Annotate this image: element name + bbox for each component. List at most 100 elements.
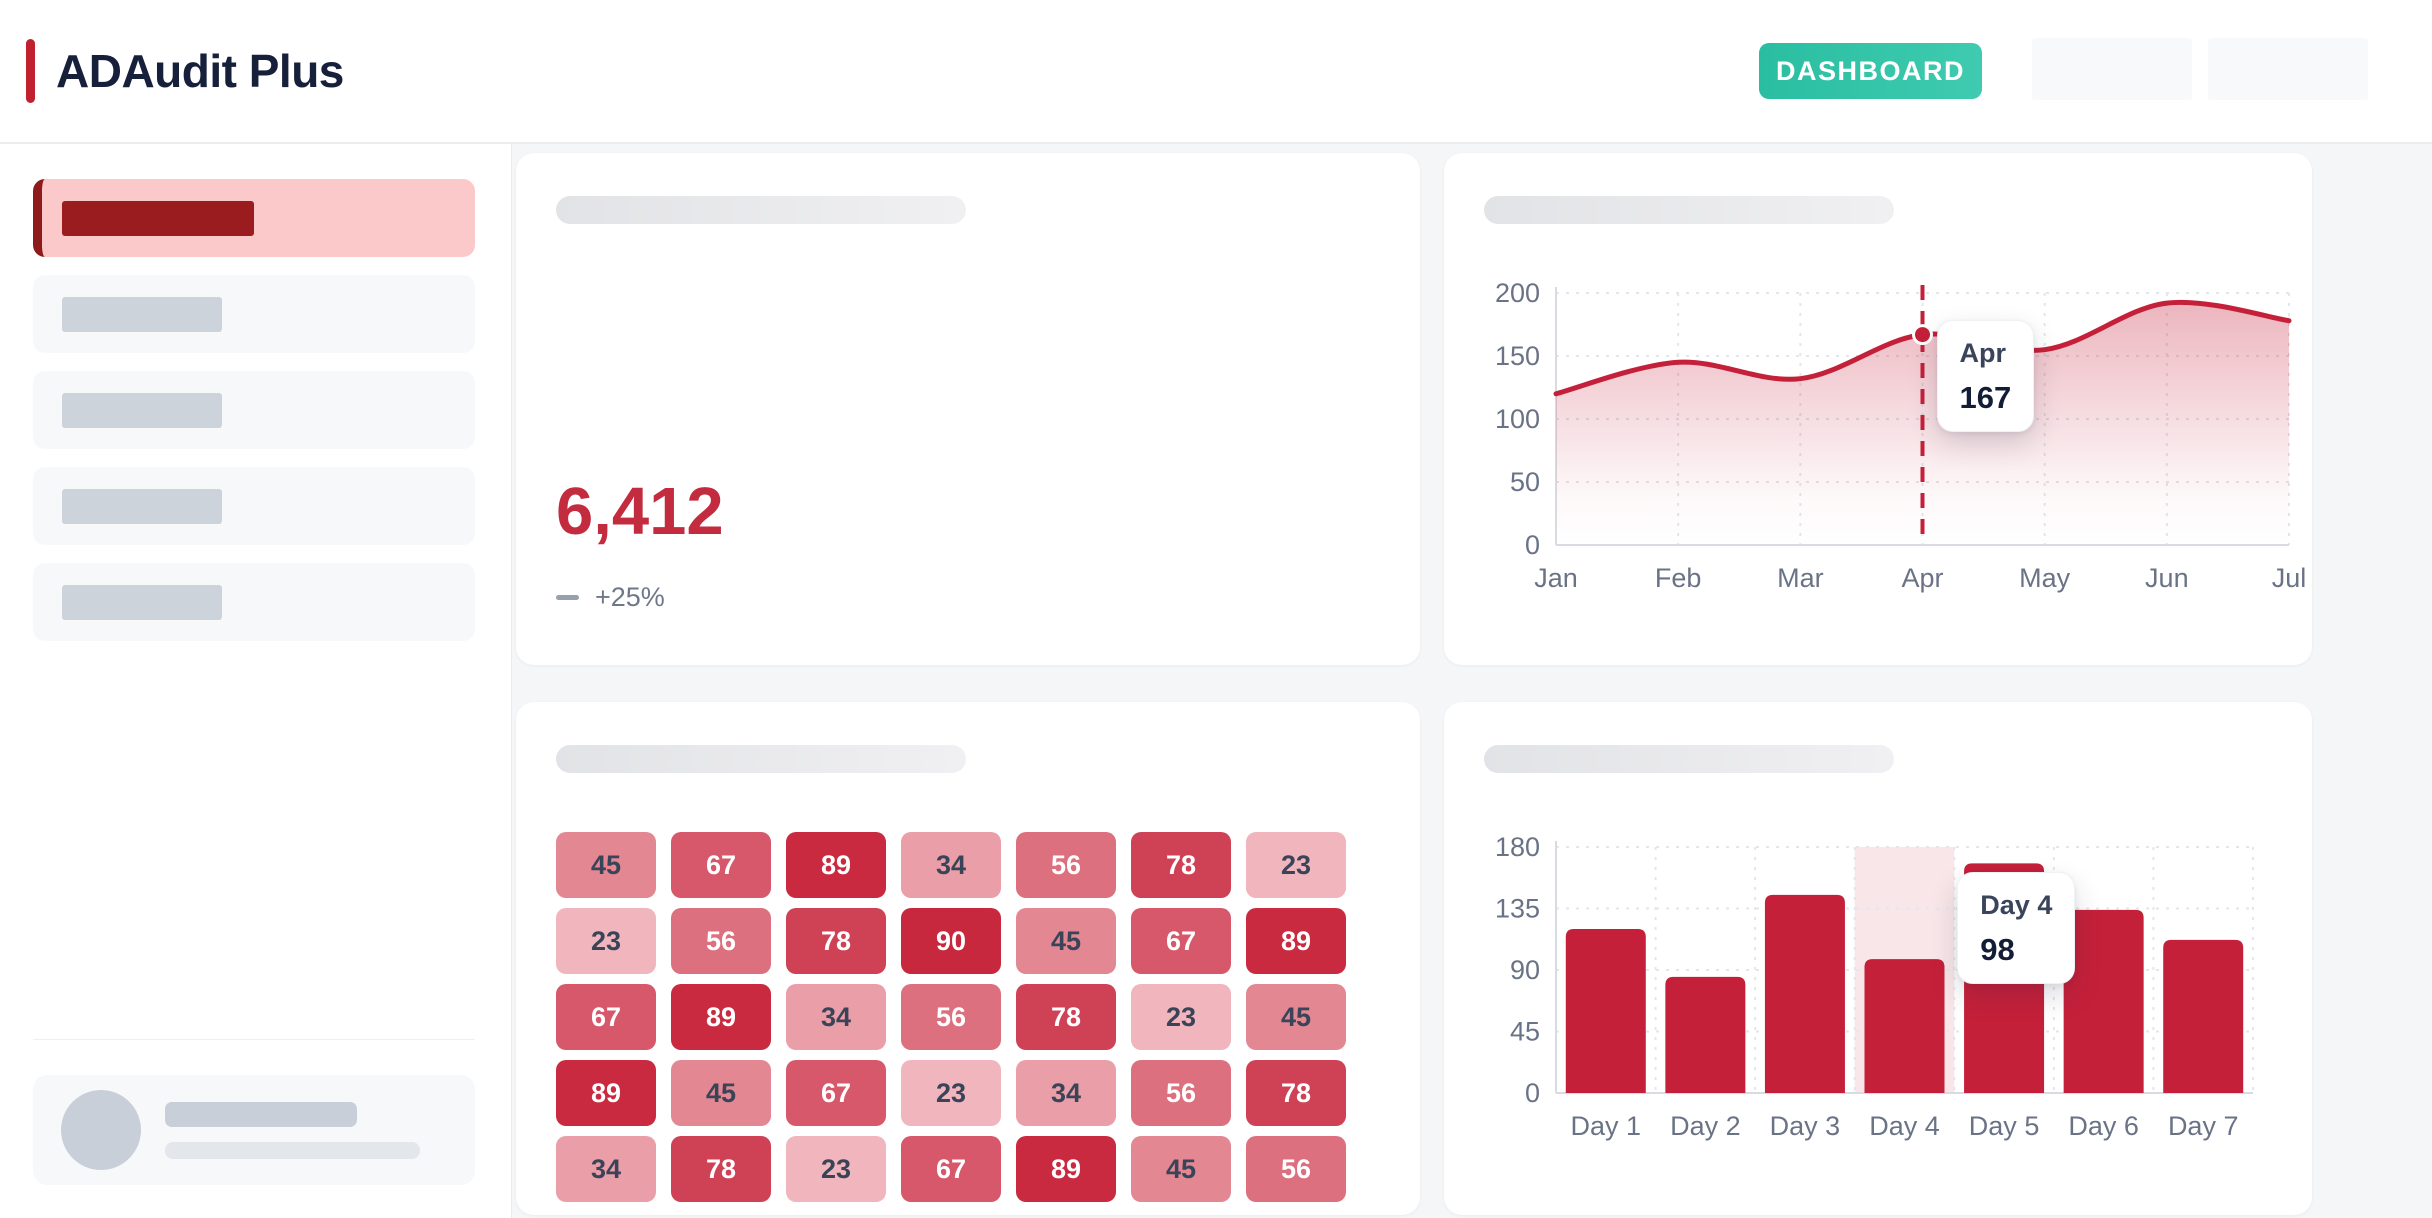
svg-text:0: 0 bbox=[1525, 530, 1540, 560]
heatmap-cell[interactable]: 23 bbox=[1246, 832, 1346, 898]
bar-chart-title-placeholder bbox=[1484, 745, 1894, 773]
heatmap-cell[interactable]: 89 bbox=[671, 984, 771, 1050]
app-logo: ADAudit Plus bbox=[26, 39, 344, 103]
svg-text:May: May bbox=[2019, 563, 2071, 593]
svg-text:150: 150 bbox=[1495, 341, 1540, 371]
svg-text:Day 2: Day 2 bbox=[1670, 1111, 1741, 1141]
bar-chart-card: 0 45 90 135 180 Day 1 Day 2 Day 3 Day 4 Day 5 Day … bbox=[1444, 702, 2312, 1215]
heatmap-cell[interactable]: 34 bbox=[556, 1136, 656, 1202]
header-placeholder-button[interactable] bbox=[2032, 37, 2192, 100]
sidebar-bottom bbox=[33, 1039, 475, 1185]
logo-accent-bar bbox=[26, 39, 35, 103]
sidebar-divider bbox=[33, 1039, 475, 1040]
heatmap-cell[interactable]: 78 bbox=[1246, 1060, 1346, 1126]
svg-text:Day 5: Day 5 bbox=[1969, 1111, 2040, 1141]
heatmap-cell[interactable]: 45 bbox=[1246, 984, 1346, 1050]
heatmap-cell[interactable]: 23 bbox=[901, 1060, 1001, 1126]
heatmap-cell[interactable]: 56 bbox=[1246, 1136, 1346, 1202]
svg-text:45: 45 bbox=[1510, 1017, 1540, 1047]
heatmap-cell[interactable]: 89 bbox=[1016, 1136, 1116, 1202]
svg-text:Day 6: Day 6 bbox=[2068, 1111, 2139, 1141]
svg-text:Day 4: Day 4 bbox=[1869, 1111, 1940, 1141]
bar-chart[interactable]: 0 45 90 135 180 Day 1 Day 2 Day 3 Day 4 Day 5 Day … bbox=[1444, 702, 2312, 1215]
svg-text:50: 50 bbox=[1510, 467, 1540, 497]
heatmap-grid: 45 67 89 34 56 78 23 23 56 78 90 45 67 89 67 89 34 56 78 23… bbox=[556, 832, 1346, 1202]
page-title: ADAudit Plus bbox=[56, 45, 344, 97]
svg-text:Feb: Feb bbox=[1655, 563, 1702, 593]
sidebar-item-label-placeholder bbox=[62, 488, 222, 524]
heatmap-cell[interactable]: 78 bbox=[1016, 984, 1116, 1050]
heatmap-cell[interactable]: 67 bbox=[901, 1136, 1001, 1202]
svg-text:135: 135 bbox=[1495, 894, 1540, 924]
sidebar-item[interactable] bbox=[33, 467, 475, 545]
heatmap-cell[interactable]: 56 bbox=[1131, 1060, 1231, 1126]
user-name-placeholder bbox=[165, 1101, 357, 1127]
svg-text:0: 0 bbox=[1525, 1078, 1540, 1108]
heatmap-cell[interactable]: 34 bbox=[901, 832, 1001, 898]
header-actions: DASHBOARD bbox=[1759, 37, 2368, 105]
svg-text:Day 1: Day 1 bbox=[1571, 1111, 1642, 1141]
heatmap-cell[interactable]: 89 bbox=[786, 832, 886, 898]
heatmap-cell[interactable]: 67 bbox=[556, 984, 656, 1050]
line-chart[interactable]: 0 50 100 150 200 Jan Feb Mar Apr May Jun Jul bbox=[1444, 153, 2312, 665]
heatmap-cell[interactable]: 67 bbox=[1131, 908, 1231, 974]
svg-text:Day 3: Day 3 bbox=[1770, 1111, 1841, 1141]
sidebar-nav bbox=[0, 144, 512, 1218]
tooltip-value: 167 bbox=[1959, 380, 2012, 415]
heatmap-cell[interactable]: 23 bbox=[556, 908, 656, 974]
stat-trend: +25% bbox=[556, 582, 1380, 613]
line-chart-card: 0 50 100 150 200 Jan Feb Mar Apr May Jun Jul Apr 16… bbox=[1444, 153, 2312, 665]
heatmap-cell[interactable]: 56 bbox=[671, 908, 771, 974]
sidebar-item[interactable] bbox=[33, 563, 475, 641]
heatmap-cell[interactable]: 78 bbox=[671, 1136, 771, 1202]
line-chart-tooltip: Apr 167 bbox=[1936, 320, 2035, 432]
heatmap-cell[interactable]: 67 bbox=[786, 1060, 886, 1126]
svg-text:200: 200 bbox=[1495, 278, 1540, 308]
heatmap-cell[interactable]: 45 bbox=[1131, 1136, 1231, 1202]
heatmap-cell[interactable]: 67 bbox=[671, 832, 771, 898]
svg-text:Jul: Jul bbox=[2272, 563, 2307, 593]
sidebar-item-label-placeholder bbox=[62, 200, 254, 236]
trend-label: +25% bbox=[595, 582, 665, 612]
heatmap-title-placeholder bbox=[556, 745, 966, 773]
tooltip-label: Day 4 bbox=[1980, 890, 2053, 920]
sidebar-item-label-placeholder bbox=[62, 584, 222, 620]
svg-text:Jun: Jun bbox=[2145, 563, 2189, 593]
bar-chart-tooltip: Day 4 98 bbox=[1957, 872, 2076, 984]
sidebar-item[interactable] bbox=[33, 371, 475, 449]
app-header: ADAudit Plus DASHBOARD bbox=[0, 0, 2432, 144]
heatmap-cell[interactable]: 56 bbox=[901, 984, 1001, 1050]
heatmap-cell[interactable]: 34 bbox=[786, 984, 886, 1050]
svg-text:100: 100 bbox=[1495, 404, 1540, 434]
sidebar-item-active[interactable] bbox=[33, 179, 475, 257]
avatar bbox=[61, 1090, 141, 1170]
sidebar-item[interactable] bbox=[33, 275, 475, 353]
user-profile-card[interactable] bbox=[33, 1075, 475, 1185]
heatmap-cell[interactable]: 45 bbox=[556, 832, 656, 898]
heatmap-cell[interactable]: 89 bbox=[1246, 908, 1346, 974]
heatmap-cell[interactable]: 89 bbox=[556, 1060, 656, 1126]
trend-dash-icon bbox=[556, 595, 579, 600]
heatmap-card: 45 67 89 34 56 78 23 23 56 78 90 45 67 89 67 89 34 56 78 23… bbox=[516, 702, 1420, 1215]
dashboard-button[interactable]: DASHBOARD bbox=[1759, 43, 1982, 99]
heatmap-cell[interactable]: 23 bbox=[786, 1136, 886, 1202]
heatmap-cell[interactable]: 78 bbox=[1131, 832, 1231, 898]
svg-text:Mar: Mar bbox=[1777, 563, 1824, 593]
header-placeholder-button[interactable] bbox=[2208, 37, 2368, 100]
tooltip-label: Apr bbox=[1959, 338, 2007, 368]
heatmap-cell[interactable]: 23 bbox=[1131, 984, 1231, 1050]
sidebar-item-label-placeholder bbox=[62, 296, 222, 332]
svg-text:90: 90 bbox=[1510, 955, 1540, 985]
heatmap-cell[interactable]: 78 bbox=[786, 908, 886, 974]
heatmap-cell[interactable]: 45 bbox=[1016, 908, 1116, 974]
heatmap-cell[interactable]: 34 bbox=[1016, 1060, 1116, 1126]
tooltip-value: 98 bbox=[1980, 932, 2015, 967]
heatmap-cell[interactable]: 90 bbox=[901, 908, 1001, 974]
svg-text:180: 180 bbox=[1495, 832, 1540, 862]
stat-value: 6,412 bbox=[556, 474, 724, 549]
line-chart-title-placeholder bbox=[1484, 196, 1894, 224]
sidebar-item-label-placeholder bbox=[62, 392, 222, 428]
heatmap-cell[interactable]: 45 bbox=[671, 1060, 771, 1126]
heatmap-cell[interactable]: 56 bbox=[1016, 832, 1116, 898]
svg-text:Jan: Jan bbox=[1534, 563, 1578, 593]
